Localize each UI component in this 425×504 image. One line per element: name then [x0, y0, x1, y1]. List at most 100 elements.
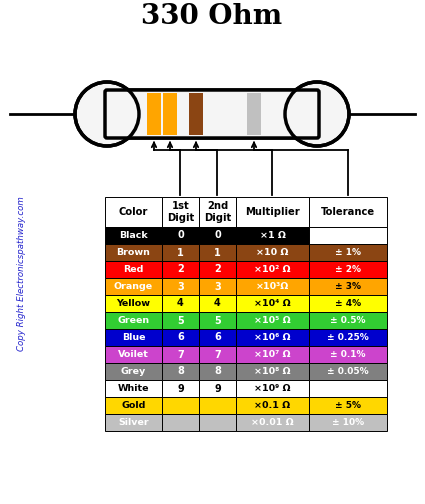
Bar [309, 261, 387, 278]
Text: Black: Black [119, 231, 148, 240]
Bar [236, 227, 309, 244]
Bar [105, 346, 162, 363]
Text: ×10⁶ Ω: ×10⁶ Ω [254, 333, 291, 342]
FancyBboxPatch shape [105, 90, 319, 138]
Text: ×10 Ω: ×10 Ω [256, 248, 289, 257]
Text: 0: 0 [177, 230, 184, 240]
Bar [162, 278, 199, 295]
Bar [247, 93, 261, 135]
Text: Color: Color [119, 207, 148, 217]
Text: ± 5%: ± 5% [335, 401, 361, 410]
Bar [309, 197, 387, 227]
Text: 6: 6 [214, 333, 221, 343]
Ellipse shape [285, 82, 349, 146]
Bar [309, 346, 387, 363]
Bar [162, 380, 199, 397]
Bar [105, 197, 162, 227]
Bar [309, 312, 387, 329]
Text: 1st
Digit: 1st Digit [167, 201, 194, 223]
Text: 9: 9 [214, 384, 221, 394]
Text: ± 10%: ± 10% [332, 418, 364, 427]
Text: 7: 7 [177, 349, 184, 359]
Bar [309, 380, 387, 397]
Bar [105, 261, 162, 278]
Bar [105, 380, 162, 397]
Bar [105, 278, 162, 295]
Bar [309, 244, 387, 261]
Text: 3: 3 [214, 282, 221, 291]
Text: Tolerance: Tolerance [321, 207, 375, 217]
Text: 8: 8 [214, 366, 221, 376]
Bar [309, 329, 387, 346]
Bar [162, 363, 199, 380]
Bar [309, 397, 387, 414]
Bar [162, 397, 199, 414]
Bar [309, 363, 387, 380]
Bar [105, 397, 162, 414]
Text: ×10⁹ Ω: ×10⁹ Ω [254, 384, 291, 393]
Text: 7: 7 [214, 349, 221, 359]
Text: White: White [118, 384, 149, 393]
Text: Silver: Silver [118, 418, 149, 427]
Text: ×10⁸ Ω: ×10⁸ Ω [254, 367, 291, 376]
Bar [199, 346, 236, 363]
Text: 6: 6 [177, 333, 184, 343]
Text: Copy Right Electronicspathway.com: Copy Right Electronicspathway.com [17, 197, 26, 351]
Bar [105, 329, 162, 346]
Bar [236, 278, 309, 295]
Text: Grey: Grey [121, 367, 146, 376]
Bar [236, 261, 309, 278]
Bar [309, 278, 387, 295]
Text: Brown: Brown [116, 248, 150, 257]
Bar [105, 414, 162, 431]
Text: 2nd
Digit: 2nd Digit [204, 201, 231, 223]
Bar [236, 329, 309, 346]
Text: Gold: Gold [121, 401, 146, 410]
Bar [236, 346, 309, 363]
Bar [163, 93, 177, 135]
Text: 9: 9 [177, 384, 184, 394]
Bar [199, 380, 236, 397]
Bar [199, 329, 236, 346]
Text: Red: Red [123, 265, 144, 274]
Text: 8: 8 [177, 366, 184, 376]
Bar [199, 227, 236, 244]
Bar [105, 227, 162, 244]
Text: 0: 0 [214, 230, 221, 240]
Text: 4: 4 [214, 298, 221, 308]
Text: Orange: Orange [114, 282, 153, 291]
Text: Blue: Blue [122, 333, 145, 342]
Bar [189, 93, 203, 135]
Text: Voilet: Voilet [118, 350, 149, 359]
Text: 330 Ohm: 330 Ohm [142, 4, 283, 31]
Text: ± 2%: ± 2% [335, 265, 361, 274]
Text: ×10⁷ Ω: ×10⁷ Ω [254, 350, 291, 359]
Bar [236, 414, 309, 431]
Bar [199, 244, 236, 261]
Text: ×0.1 Ω: ×0.1 Ω [255, 401, 291, 410]
Text: 1: 1 [177, 247, 184, 258]
Bar [105, 244, 162, 261]
Bar [162, 414, 199, 431]
Bar [162, 261, 199, 278]
Text: 5: 5 [214, 316, 221, 326]
Bar [309, 227, 387, 244]
Bar [236, 380, 309, 397]
Text: ± 0.25%: ± 0.25% [327, 333, 369, 342]
Bar [199, 414, 236, 431]
Bar [162, 295, 199, 312]
Bar [162, 346, 199, 363]
Text: ×10² Ω: ×10² Ω [254, 265, 291, 274]
Bar [105, 363, 162, 380]
FancyBboxPatch shape [105, 90, 319, 138]
Bar [309, 414, 387, 431]
Bar [199, 261, 236, 278]
Bar [162, 329, 199, 346]
Text: ± 3%: ± 3% [335, 282, 361, 291]
Bar [147, 93, 161, 135]
Bar [236, 295, 309, 312]
Text: ± 0.05%: ± 0.05% [327, 367, 369, 376]
Text: Yellow: Yellow [116, 299, 150, 308]
Text: ×1 Ω: ×1 Ω [260, 231, 286, 240]
Bar [162, 244, 199, 261]
